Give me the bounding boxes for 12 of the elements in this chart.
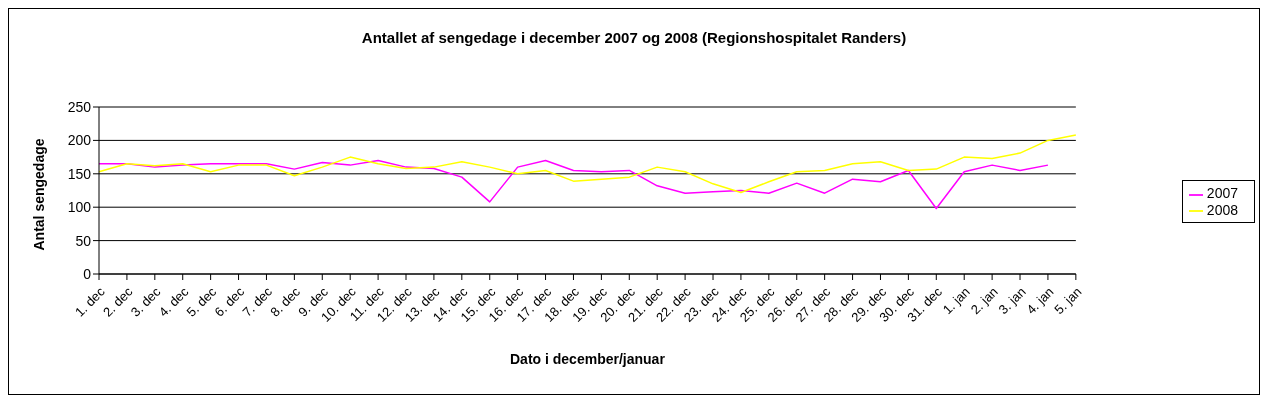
- y-tick-label: 0: [83, 265, 92, 282]
- legend-label: 2008: [1206, 201, 1238, 218]
- y-tick-label: 150: [67, 165, 92, 182]
- legend-label: 2007: [1206, 185, 1238, 202]
- y-axis-title: Antal sengedage: [30, 138, 47, 251]
- y-tick-label: 50: [75, 232, 92, 249]
- x-axis-title: Dato i december/januar: [510, 351, 666, 367]
- y-tick-label: 100: [67, 199, 92, 216]
- line-series: [98, 159, 1049, 210]
- y-tick-label: 200: [67, 132, 92, 149]
- y-tick-label: 250: [67, 98, 92, 115]
- chart-title: Antallet af sengedage i december 2007 og 2008 (Regionshospitalet Randers): [360, 29, 908, 46]
